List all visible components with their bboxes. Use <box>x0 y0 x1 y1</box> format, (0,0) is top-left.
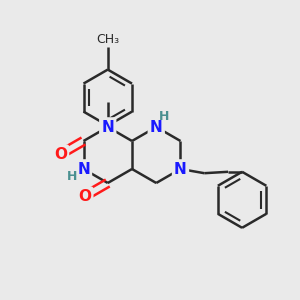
Text: H: H <box>67 170 78 184</box>
Text: N: N <box>77 161 90 176</box>
Text: N: N <box>174 161 187 176</box>
Text: O: O <box>54 147 67 162</box>
Text: O: O <box>78 189 91 204</box>
Text: N: N <box>101 119 114 134</box>
Text: H: H <box>159 110 169 124</box>
Text: CH₃: CH₃ <box>96 33 119 46</box>
Text: N: N <box>150 119 163 134</box>
